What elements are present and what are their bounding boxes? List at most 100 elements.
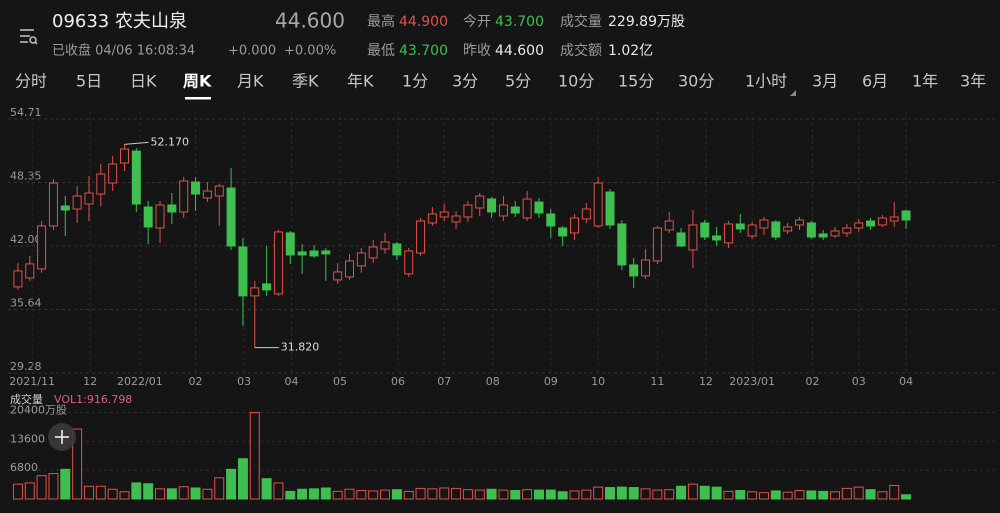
volume-bar [166, 488, 177, 500]
period-tab[interactable]: 3月 [812, 72, 838, 91]
y-tick-label: 42.00 [10, 233, 42, 246]
candle-body [629, 264, 639, 277]
period-tab[interactable]: 月K [237, 72, 264, 91]
x-tick-label: 2023/01 [729, 375, 775, 388]
candle-body [72, 195, 82, 210]
volume-bar [391, 489, 402, 500]
active-tab-underline [185, 97, 211, 100]
stat-value: 229.89万股 [608, 14, 685, 30]
candle-body [723, 223, 733, 244]
candle-body [570, 217, 579, 234]
candle-body [84, 192, 94, 205]
crosshair-button[interactable] [48, 423, 76, 451]
volume-bar [806, 490, 817, 500]
candle-body [771, 221, 781, 238]
candle-body [901, 210, 911, 221]
candle-body [238, 246, 248, 297]
volume-bar [723, 490, 734, 500]
volume-bar [202, 488, 213, 500]
x-tick-label: 07 [437, 375, 451, 388]
stat-value: 1.02亿 [608, 43, 653, 59]
period-tab[interactable]: 30分 [678, 72, 714, 91]
candle-body [439, 211, 449, 218]
candle-body [581, 208, 591, 220]
candle-body [498, 204, 508, 217]
candle-body [131, 150, 141, 205]
stat-value: 44.600 [495, 43, 544, 59]
candle-body [510, 206, 520, 214]
candle-body [747, 224, 757, 237]
stat-label: 成交量 [560, 13, 602, 30]
max-pointer [124, 141, 149, 145]
volume-bar [356, 490, 367, 500]
candle-body [854, 222, 864, 229]
candle-body [356, 252, 366, 267]
min-label: 31.820 [281, 341, 320, 354]
volume-bar [758, 492, 769, 500]
period-tab[interactable]: 5分 [505, 72, 531, 91]
candle-body [226, 187, 236, 247]
candle-body [60, 205, 70, 211]
volume-bar [889, 484, 900, 500]
period-tab[interactable]: 年K [347, 72, 374, 91]
period-tab[interactable]: 10分 [558, 72, 594, 91]
volume-bar [226, 468, 237, 500]
candle-body [712, 235, 722, 241]
x-tick-label: 04 [284, 375, 298, 388]
period-tab[interactable]: 周K [183, 72, 212, 91]
candle-body [617, 223, 627, 266]
stat-label: 成交额 [560, 42, 602, 59]
period-tab[interactable]: 1分 [402, 72, 428, 91]
candle-body [48, 182, 58, 227]
period-tab[interactable]: 1小时 [745, 72, 787, 91]
period-tab[interactable]: 季K [292, 72, 319, 91]
candle-body [593, 182, 603, 227]
candle-body [652, 227, 662, 262]
candle-body [641, 259, 651, 277]
price-change-pct: +0.00% [284, 44, 336, 59]
volume-bar [214, 477, 225, 500]
y-tick-label: 20400万股 [10, 404, 67, 417]
candle-body [143, 206, 153, 228]
candle-body [818, 233, 828, 238]
volume-bar [273, 482, 284, 500]
candle-body [889, 216, 899, 222]
period-tab[interactable]: 日K [130, 72, 157, 91]
period-tab[interactable]: 5日 [76, 72, 102, 91]
period-tab[interactable]: 6月 [862, 72, 888, 91]
volume-bar [308, 488, 319, 500]
period-tab[interactable]: 1年 [912, 72, 938, 91]
x-tick-label: 2022/01 [117, 375, 163, 388]
price-change: +0.000 [228, 44, 276, 59]
candle-body [392, 243, 402, 256]
x-tick-label: 06 [391, 375, 405, 388]
volume-bar [474, 489, 485, 500]
x-tick-label: 09 [544, 375, 558, 388]
volume-bar [735, 490, 746, 500]
candle-body [297, 251, 307, 256]
volume-bar [439, 487, 450, 500]
y-tick-label: 48.35 [10, 170, 42, 183]
period-tab[interactable]: 15分 [618, 72, 654, 91]
candle-body [664, 220, 674, 231]
max-label: 52.170 [151, 135, 190, 148]
stock-title: 09633 农夫山泉 [52, 11, 187, 32]
volume-bar [486, 488, 497, 500]
volume-bar [297, 488, 308, 500]
candle-body [202, 190, 212, 199]
volume-bar [320, 487, 331, 500]
candle-body [842, 227, 852, 234]
candle-body [806, 222, 816, 238]
candle-body [759, 219, 769, 229]
menu-icon[interactable] [20, 29, 38, 45]
volume-bar [652, 489, 663, 500]
volume-bar [770, 490, 781, 500]
volume-bar [818, 490, 829, 500]
volume-bar [877, 491, 888, 500]
volume-bar [747, 491, 758, 500]
volume-bar [178, 486, 189, 500]
period-tab[interactable]: 3分 [452, 72, 478, 91]
period-tab[interactable]: 3年 [960, 72, 986, 91]
period-tab[interactable]: 分时 [15, 72, 47, 91]
candle-body [13, 270, 23, 288]
